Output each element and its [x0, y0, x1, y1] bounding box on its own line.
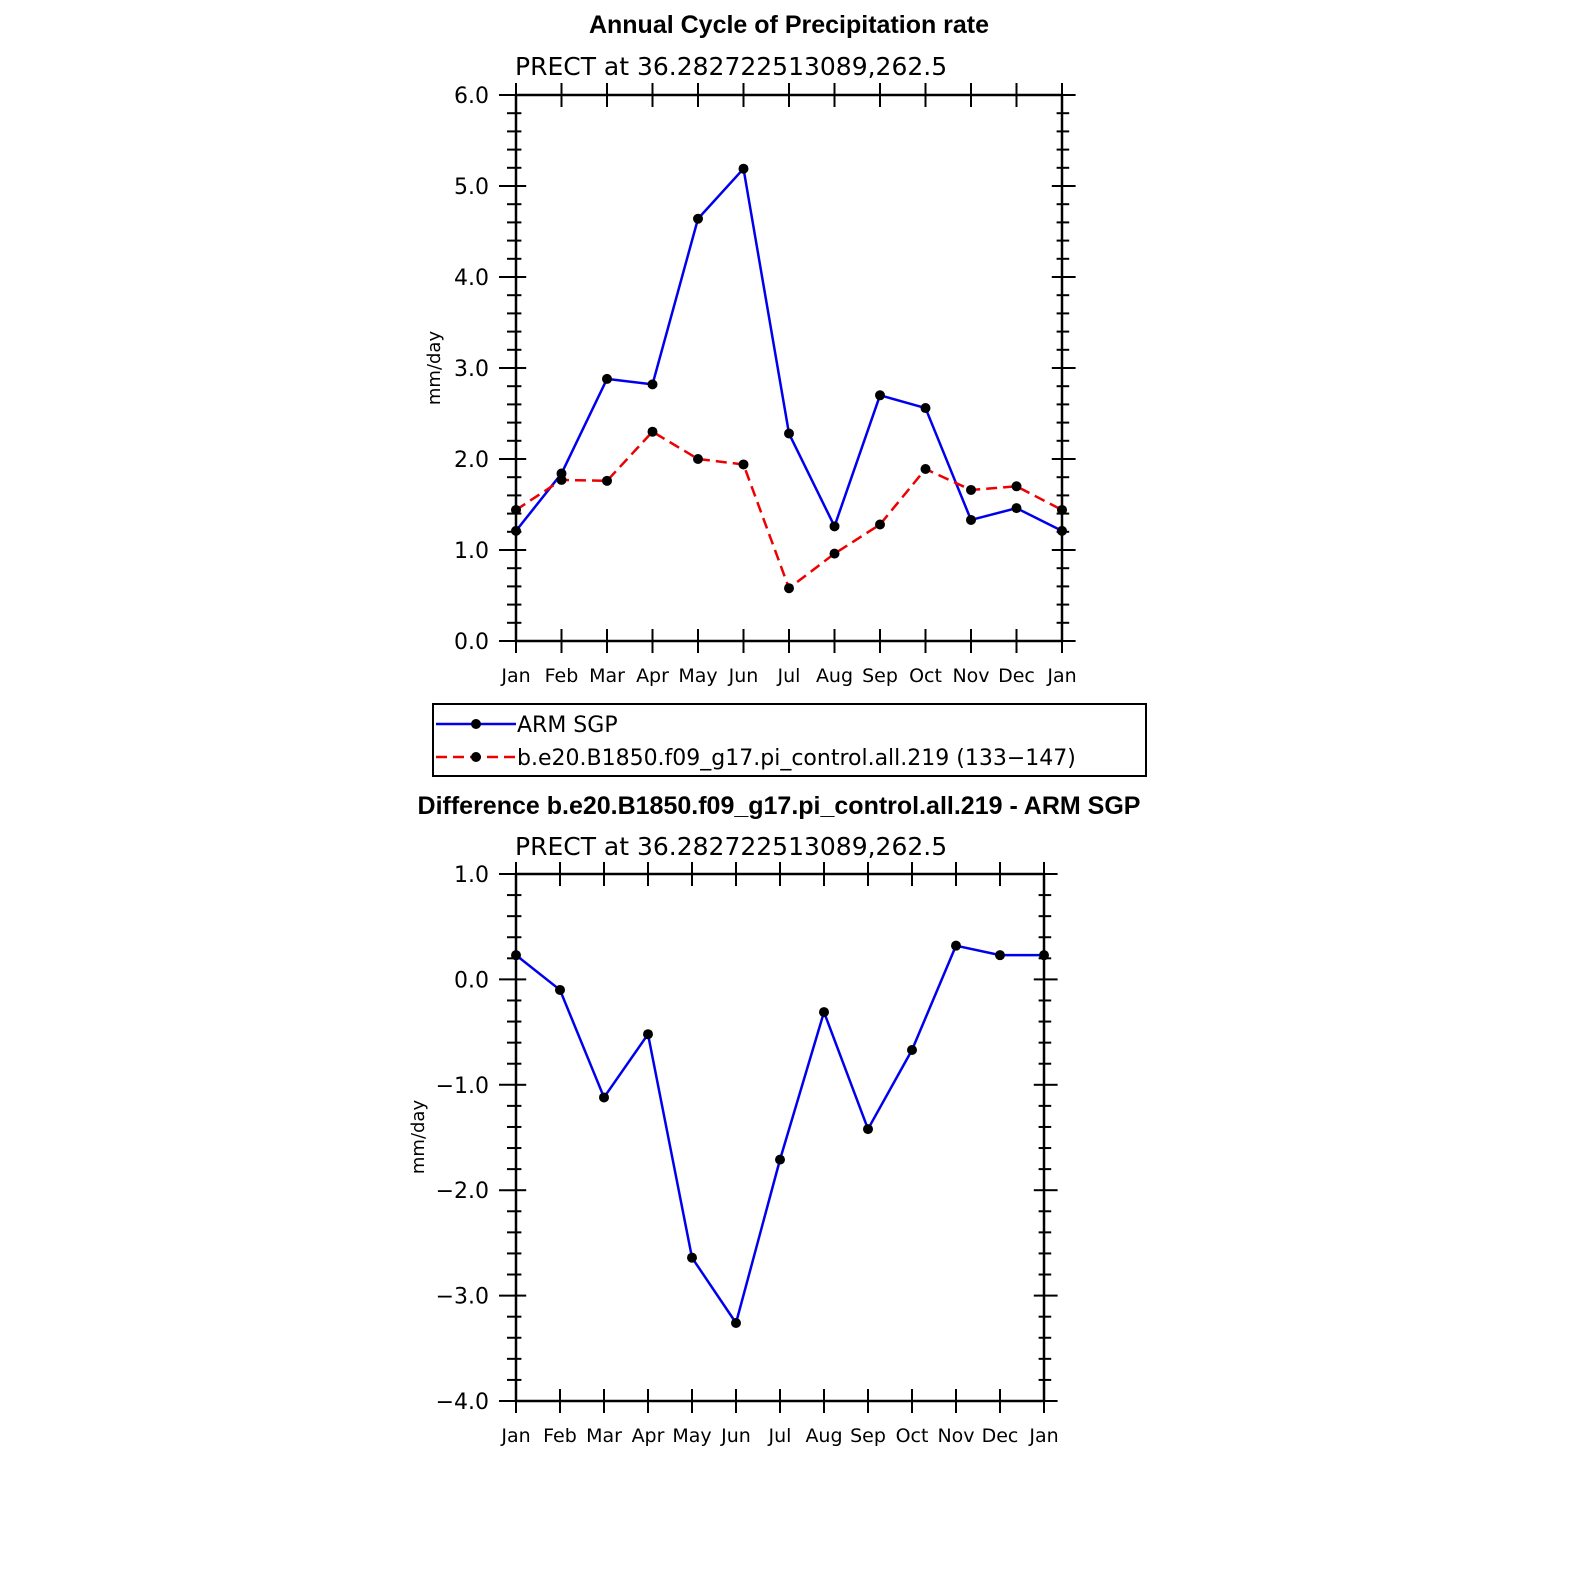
chart2-title: Difference b.e20.B1850.f09_g17.pi_contro… — [418, 792, 1141, 820]
chart1-series-0-point — [647, 379, 658, 390]
chart2-xtick-label: Aug — [805, 1425, 842, 1447]
chart2-series-0-point — [511, 950, 521, 961]
chart1-series-1-point — [829, 548, 840, 559]
chart2-subtitle: PRECT at 36.282722513089,262.5 — [515, 832, 947, 861]
chart2-series-0-point — [951, 940, 961, 951]
chart1-ytick-label: 3.0 — [454, 357, 489, 382]
chart1-series-1-point — [556, 474, 567, 485]
chart1-series-1-point — [1011, 481, 1022, 492]
chart2-xtick-label: Sep — [850, 1425, 886, 1447]
chart2-xtick-label: Oct — [896, 1425, 929, 1447]
chart1-series-1-point — [1057, 504, 1067, 515]
chart1-series-1-line — [515, 430, 1063, 590]
chart1-series-0-point — [875, 390, 885, 401]
chart1-xtick-label: Jul — [777, 665, 801, 687]
chart2-series-0-line — [515, 944, 1044, 1325]
chart2-ytick-label: −1.0 — [436, 1074, 489, 1099]
chart1-series-0-point — [1057, 525, 1067, 536]
chart2-series-0-point — [863, 1124, 873, 1135]
chart1-series-0-line — [515, 167, 1063, 533]
chart2-xtick-label: Jan — [1028, 1425, 1058, 1447]
chart2-xtick-label: Apr — [632, 1425, 665, 1447]
chart1-xtick-label: Dec — [998, 665, 1035, 687]
chart1-series-1-point — [693, 454, 703, 464]
chart1-xtick-label: Sep — [862, 665, 898, 687]
chart1-xtick-label: May — [678, 665, 717, 687]
chart1-series-1-point — [647, 426, 658, 437]
chart1-xtick-label: Jan — [1046, 665, 1076, 687]
chart1-xtick-label: Feb — [545, 665, 579, 687]
chart1-ytick-label: 4.0 — [454, 266, 489, 291]
chart1-series-0-point — [693, 213, 703, 224]
chart1-series-1-point — [920, 464, 931, 475]
chart1-xtick-label: Mar — [589, 665, 625, 687]
chart1-xtick-label: Jun — [728, 665, 759, 687]
chart1-series-0-point — [920, 403, 931, 414]
chart2-ylabel: mm/day — [408, 1100, 429, 1175]
chart2-series-0-point — [731, 1318, 741, 1329]
chart2-ytick-label: 0.0 — [454, 968, 489, 993]
chart2-ytick-label: −4.0 — [436, 1390, 489, 1415]
chart2-series-0-point — [687, 1252, 697, 1263]
chart2-series-0-point — [599, 1092, 609, 1103]
chart2-xtick-label: Nov — [937, 1425, 974, 1447]
legend-box — [432, 703, 1147, 777]
chart2-series-0-point — [1039, 950, 1049, 961]
chart1-title: Annual Cycle of Precipitation rate — [589, 11, 989, 39]
chart1-ylabel: mm/day — [424, 331, 445, 406]
chart1-ytick-label: 5.0 — [454, 175, 489, 200]
chart2-plot: Jan Feb Mar Apr May Jun Jul Aug Sep Oct Nov Dec Jan−… — [436, 862, 1059, 1447]
legend-marker-arm-sgp — [471, 719, 481, 729]
chart1-series-0-point — [1011, 503, 1022, 514]
chart1-series-1-point — [875, 519, 885, 530]
legend-label-model: b.e20.B1850.f09_g17.pi_control.all.219 (… — [517, 746, 1076, 771]
chart1-frame — [514, 93, 1064, 643]
chart1-ytick-label: 2.0 — [454, 448, 489, 473]
chart1-series-0-point — [784, 428, 794, 439]
chart2-series-0-point — [995, 950, 1005, 961]
chart2-xtick-label: Feb — [543, 1425, 577, 1447]
chart2-series-0-point — [555, 984, 565, 995]
chart1-series-0-point — [602, 373, 612, 384]
chart2-xtick-label: Dec — [982, 1425, 1019, 1447]
chart2-ytick-label: −3.0 — [436, 1285, 489, 1310]
legend-marker-model — [471, 752, 481, 762]
chart1-xtick-label: Aug — [816, 665, 853, 687]
chart1-xtick-label: Oct — [909, 665, 942, 687]
chart1-series-0-point — [738, 163, 749, 174]
chart1-series-0-point — [511, 525, 521, 536]
chart1-plot: Jan Feb Mar Apr May Jun Jul Aug Sep Oct Nov Dec Jan 0… — [454, 83, 1077, 687]
chart1-series-1-point — [966, 484, 976, 495]
chart1-xtick-label: Jan — [500, 665, 530, 687]
chart2-xtick-label: Jun — [720, 1425, 751, 1447]
chart1-series-0-point — [966, 514, 976, 525]
chart1-series-0-point — [829, 521, 840, 532]
chart1-ytick-label: 0.0 — [454, 630, 489, 655]
chart2-series-0-point — [819, 1007, 829, 1018]
chart1-subtitle: PRECT at 36.282722513089,262.5 — [515, 52, 947, 81]
chart2-ytick-label: −2.0 — [436, 1179, 489, 1204]
chart1-series-1-point — [602, 475, 612, 486]
chart1-ytick-label: 1.0 — [454, 539, 489, 564]
chart2-frame — [514, 872, 1046, 1403]
chart2-xtick-label: Jan — [500, 1425, 530, 1447]
chart2-xtick-label: Jul — [768, 1425, 792, 1447]
chart1-series-1-point — [511, 504, 521, 515]
chart2-series-0-point — [907, 1045, 917, 1056]
chart2-series-0-point — [775, 1154, 785, 1165]
chart1-series-1-point — [784, 583, 794, 594]
chart2-ytick-label: 1.0 — [454, 863, 489, 888]
chart1-xtick-label: Nov — [952, 665, 989, 687]
chart1-ytick-label: 6.0 — [454, 84, 489, 109]
legend-label-arm-sgp: ARM SGP — [517, 713, 618, 738]
chart2-xtick-label: Mar — [586, 1425, 622, 1447]
chart1-legend: ARM SGP b.e20.B1850.f09_g17.pi_control.a… — [432, 703, 1147, 777]
chart1-series-1-point — [738, 459, 749, 470]
chart1-xtick-label: Apr — [636, 665, 669, 687]
chart2-series-0-point — [643, 1029, 653, 1040]
chart2-xtick-label: May — [672, 1425, 711, 1447]
